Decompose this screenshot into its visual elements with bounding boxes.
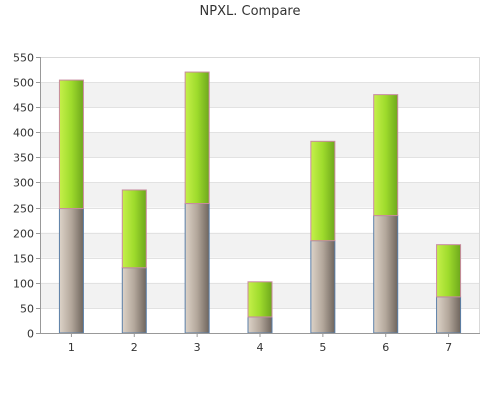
- chart-title: NPXL. Compare: [199, 4, 301, 19]
- y-tick-label: 500: [13, 77, 34, 90]
- axes: [36, 57, 480, 337]
- y-tick-label: 50: [20, 303, 34, 316]
- bar-6-series-2: [373, 94, 399, 217]
- x-tick-label: 7: [445, 341, 452, 354]
- bar-7-series-1: [436, 296, 462, 334]
- y-tick-label: 200: [13, 228, 34, 241]
- bar-4-series-1: [247, 316, 273, 334]
- x-tick-label: 3: [194, 341, 201, 354]
- grid-band: [40, 132, 480, 158]
- x-tick-label: 2: [131, 341, 138, 354]
- x-tick-label: 1: [68, 341, 75, 354]
- y-tick-label: 350: [13, 152, 34, 165]
- grid-band: [40, 182, 480, 208]
- bar-2-series-1: [121, 267, 147, 334]
- y-tick-label: 250: [13, 203, 34, 216]
- y-tick-label: 550: [13, 52, 34, 65]
- bar-4-series-2: [247, 281, 273, 318]
- grid-band: [40, 82, 480, 108]
- bar-6-series-1: [373, 215, 399, 334]
- y-tick-label: 0: [27, 328, 34, 341]
- bar-5-series-2: [310, 140, 336, 242]
- y-tick-labels: 0 50 100 150 200 250 300 350 400 450 500 550: [13, 52, 34, 341]
- x-tick-labels: 1 2 3 4 5 6 7: [68, 341, 452, 354]
- y-tick-label: 450: [13, 102, 34, 115]
- grid-band: [40, 232, 480, 258]
- bar-7-series-2: [436, 244, 462, 298]
- y-tick-label: 400: [13, 127, 34, 140]
- x-tick-label: 4: [257, 341, 264, 354]
- x-tick-label: 6: [382, 341, 389, 354]
- bar-2-series-2: [121, 189, 147, 269]
- bar-3-series-1: [184, 203, 210, 334]
- bar-1-series-2: [58, 79, 84, 210]
- y-tick-label: 150: [13, 253, 34, 266]
- x-tick-label: 5: [319, 341, 326, 354]
- y-tick-label: 300: [13, 177, 34, 190]
- y-tick-label: 100: [13, 278, 34, 291]
- bars: [58, 71, 462, 334]
- bar-5-series-1: [310, 240, 336, 334]
- plot-bands: [40, 82, 480, 308]
- bar-1-series-1: [58, 208, 84, 334]
- bar-3-series-2: [184, 71, 210, 205]
